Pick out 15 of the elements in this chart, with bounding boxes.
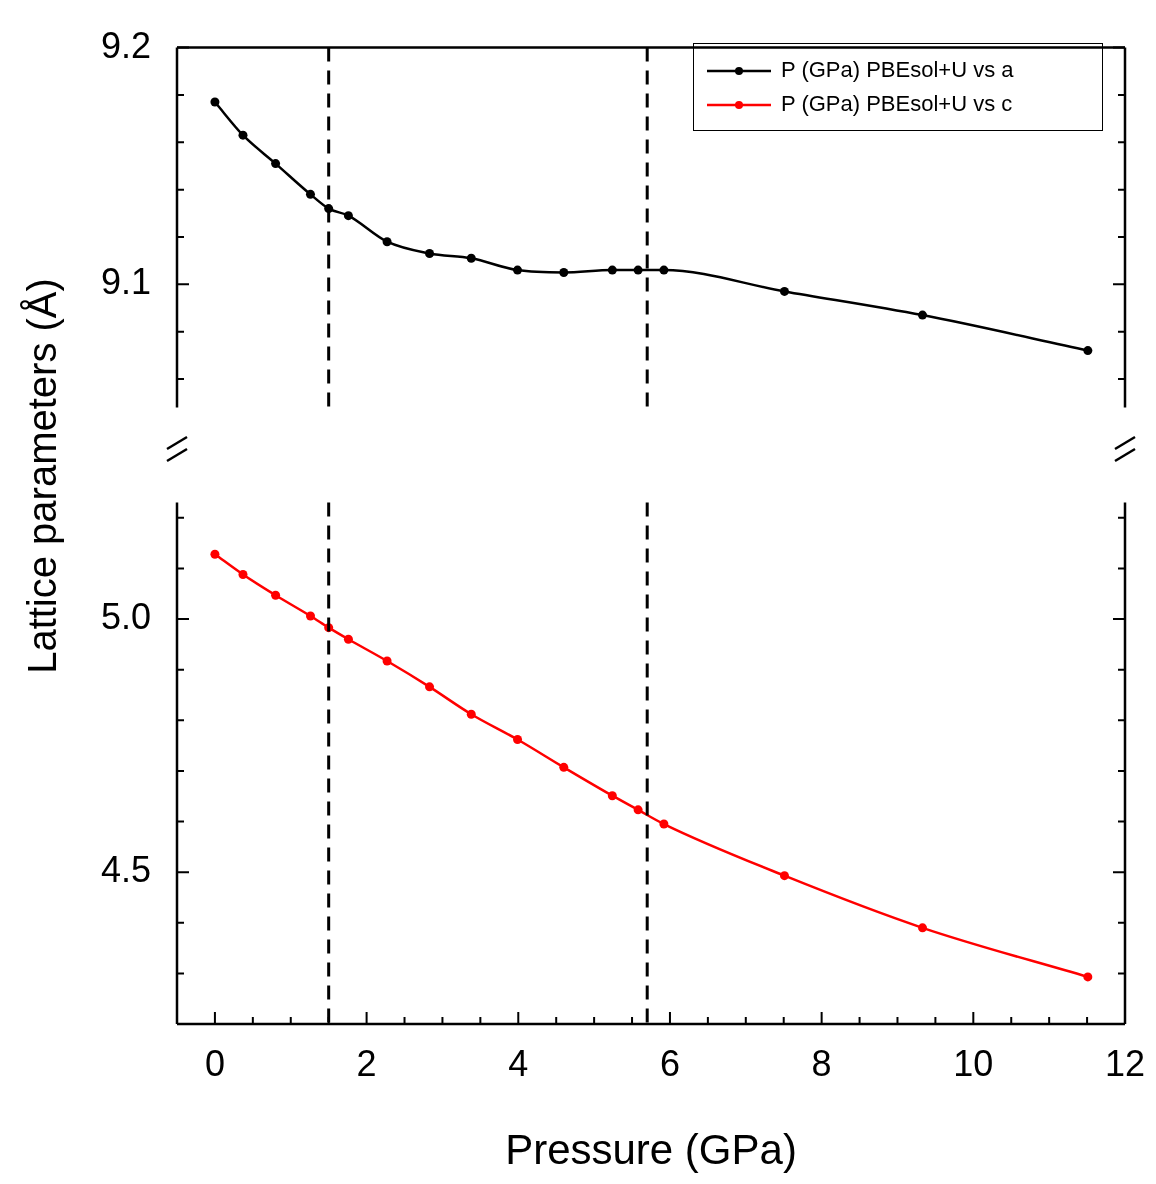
y-tick-label: 5.0 <box>100 595 151 637</box>
y-axis-title: Lattice parameters (Å) <box>19 278 65 674</box>
legend-label: P (GPa) PBEsol+U vs c <box>781 91 1013 116</box>
x-tick-label: 2 <box>356 1042 377 1084</box>
x-axis-title: Pressure (GPa) <box>505 1126 797 1174</box>
x-tick-label: 12 <box>1104 1042 1146 1084</box>
x-tick-label: 0 <box>204 1042 225 1084</box>
legend-label: P (GPa) PBEsol+U vs a <box>781 57 1014 82</box>
x-tick-label: 6 <box>659 1042 680 1084</box>
y-tick-label: 9.1 <box>100 261 151 303</box>
y-tick-label: 9.2 <box>100 24 151 66</box>
x-tick-label: 8 <box>811 1042 832 1084</box>
x-tick-label: 10 <box>953 1042 994 1084</box>
y-tick-label: 4.5 <box>100 849 151 891</box>
x-tick-label: 4 <box>508 1042 529 1084</box>
